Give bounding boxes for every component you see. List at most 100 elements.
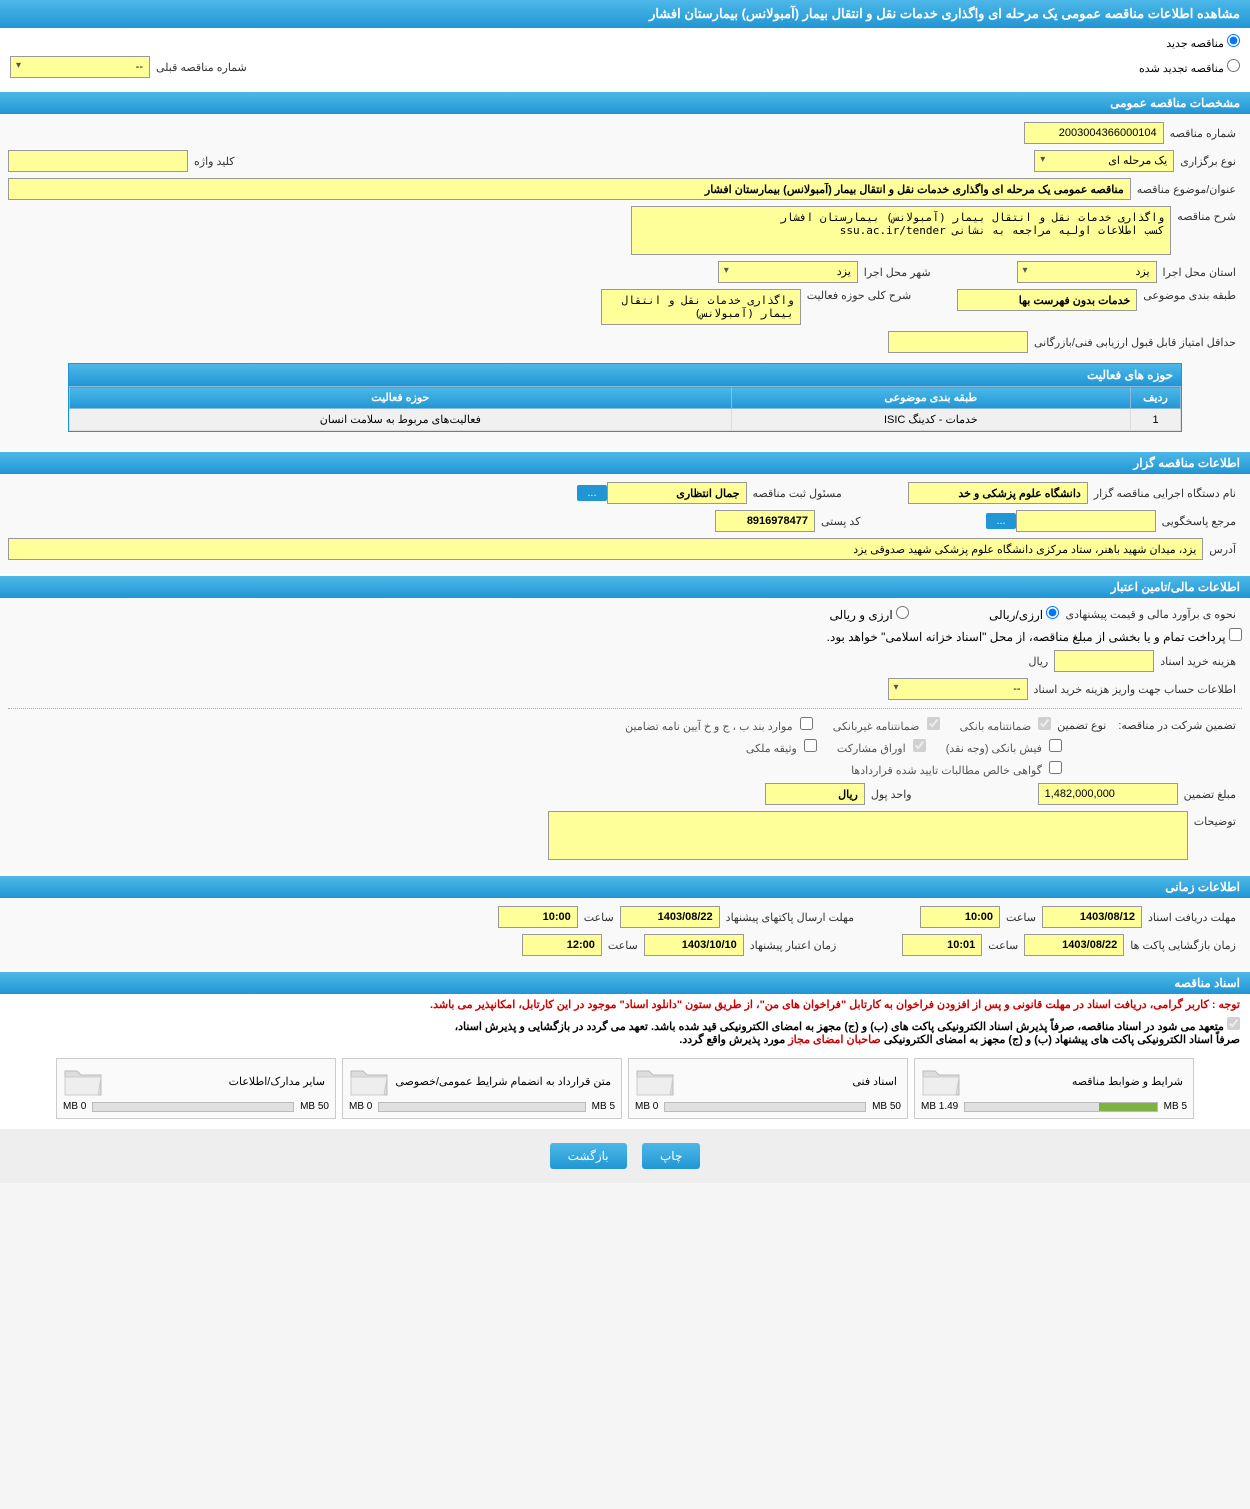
validity-date[interactable] <box>644 934 744 956</box>
file-title: سایر مدارک/اطلاعات <box>103 1075 329 1088</box>
notice-2b: صرفاً اسناد الکترونیکی پاکت های پیشنهاد … <box>881 1034 1240 1046</box>
radio-foreign[interactable]: ارزی و ریالی <box>829 606 909 622</box>
responsible-input[interactable] <box>607 482 747 504</box>
tender-mode-radios: مناقصه جدید مناقصه تجدید شده شماره مناقص… <box>0 28 1250 90</box>
unit-input[interactable] <box>765 783 865 805</box>
activity-table-panel: حوزه های فعالیت ردیف طبقه بندی موضوعی حو… <box>68 363 1182 432</box>
print-button[interactable]: چاپ <box>642 1143 700 1169</box>
file-title: اسناد فنی <box>675 1075 901 1088</box>
notice-2: متعهد می شود در اسناد مناقصه، صرفاً پذیر… <box>0 1015 1250 1048</box>
notice-2a: متعهد می شود در اسناد مناقصه، صرفاً پذیر… <box>455 1021 1224 1033</box>
category-input[interactable] <box>957 289 1137 311</box>
province-select[interactable]: یزد <box>1017 261 1157 283</box>
notes-textarea[interactable] <box>548 811 1188 860</box>
number-input[interactable] <box>1024 122 1164 144</box>
treasury-check[interactable]: پرداخت تمام و یا بخشی از مبلغ مناقصه، از… <box>827 628 1242 644</box>
category-label: طبقه بندی موضوعی <box>1137 289 1242 302</box>
ref-input[interactable] <box>1016 510 1156 532</box>
file-used: 0 MB <box>349 1101 372 1112</box>
doc-deadline-label: مهلت دریافت اسناد <box>1142 911 1242 924</box>
notice-checkbox <box>1227 1017 1240 1030</box>
min-score-label: حداقل امتیاز قابل قبول ارزیابی فنی/بازرگ… <box>1028 336 1242 349</box>
packet-deadline-time[interactable] <box>498 906 578 928</box>
type-label: نوع برگزاری <box>1174 155 1242 168</box>
check-bonds[interactable]: اوراق مشارکت <box>837 739 926 755</box>
city-select[interactable]: یزد <box>718 261 858 283</box>
desc-textarea[interactable] <box>631 206 1171 255</box>
ref-label: مرجع پاسخگویی <box>1156 515 1242 528</box>
treasury-label: پرداخت تمام و یا بخشی از مبلغ مناقصه، از… <box>827 630 1226 644</box>
responsible-label: مسئول ثبت مناقصه <box>747 487 848 500</box>
type-select[interactable]: یک مرحله ای <box>1034 150 1174 172</box>
col-field: حوزه فعالیت <box>70 387 732 409</box>
cell-category: خدمات - کدینگ ISIC <box>731 409 1130 431</box>
amount-input[interactable] <box>1038 783 1178 805</box>
file-total: 50 MB <box>300 1101 329 1112</box>
province-label: استان محل اجرا <box>1157 266 1242 279</box>
section-timing: اطلاعات زمانی <box>0 876 1250 898</box>
doc-deadline-date[interactable] <box>1042 906 1142 928</box>
check-nonbank[interactable]: ضمانتنامه غیربانکی <box>833 717 940 733</box>
open-date[interactable] <box>1024 934 1124 956</box>
progress-bar <box>378 1102 585 1112</box>
notes-label: توضیحات <box>1188 811 1242 828</box>
section-general: مشخصات مناقصه عمومی <box>0 92 1250 114</box>
progress-bar <box>92 1102 294 1112</box>
section-financial: اطلاعات مالی/تامین اعتبار <box>0 576 1250 598</box>
file-card[interactable]: اسناد فنی 50 MB 0 MB <box>628 1058 908 1119</box>
title-input[interactable] <box>8 178 1131 200</box>
activity-desc-textarea[interactable] <box>601 289 801 325</box>
open-time-label: ساعت <box>982 939 1024 952</box>
file-card[interactable]: شرایط و ضوابط مناقصه 5 MB 1.49 MB <box>914 1058 1194 1119</box>
notice-2c: صاحبان امضای مجاز <box>788 1034 880 1046</box>
radio-new[interactable]: مناقصه جدید <box>1166 34 1240 50</box>
postal-input[interactable] <box>715 510 815 532</box>
check-banp[interactable]: موارد بند ب ، ج و خ آیین نامه تضامین <box>625 717 813 733</box>
check-bank-label: ضمانتنامه بانکی <box>960 721 1032 733</box>
org-name-input[interactable] <box>908 482 1088 504</box>
progress-bar <box>664 1102 866 1112</box>
check-property[interactable]: وثیقه ملکی <box>746 739 817 755</box>
check-cash-label: فیش بانکی (وجه نقد) <box>946 743 1042 755</box>
doc-cost-input[interactable] <box>1054 650 1154 672</box>
radio-rial-label: ارزی/ریالی <box>989 608 1043 622</box>
check-cert[interactable]: گواهی خالص مطالبات تایید شده قراردادها <box>851 761 1062 777</box>
back-button[interactable]: بازگشت <box>550 1143 627 1169</box>
unit-label: واحد پول <box>865 788 918 801</box>
packet-deadline-time-label: ساعت <box>578 911 620 924</box>
address-input[interactable] <box>8 538 1203 560</box>
check-cert-label: گواهی خالص مطالبات تایید شده قراردادها <box>851 765 1042 777</box>
radio-renewed-label: مناقصه تجدید شده <box>1139 63 1224 75</box>
radio-rial[interactable]: ارزی/ریالی <box>989 606 1059 622</box>
check-banp-label: موارد بند ب ، ج و خ آیین نامه تضامین <box>625 721 792 733</box>
keyword-input[interactable] <box>8 150 188 172</box>
account-select[interactable]: -- <box>888 678 1028 700</box>
file-title: شرایط و ضوابط مناقصه <box>961 1075 1187 1088</box>
notice-1: توجه : کاربر گرامی، دریافت اسناد در مهلت… <box>0 994 1250 1015</box>
account-label: اطلاعات حساب جهت واریز هزینه خرید اسناد <box>1028 683 1242 696</box>
file-card[interactable]: متن قرارداد به انضمام شرایط عمومی/خصوصی … <box>342 1058 622 1119</box>
check-bank[interactable]: ضمانتنامه بانکی <box>960 717 1052 733</box>
number-label: شماره مناقصه <box>1164 127 1242 140</box>
ref-lookup-button[interactable]: ... <box>986 513 1015 529</box>
packet-deadline-date[interactable] <box>620 906 720 928</box>
validity-time[interactable] <box>522 934 602 956</box>
check-cash[interactable]: فیش بانکی (وجه نقد) <box>946 739 1062 755</box>
open-time[interactable] <box>902 934 982 956</box>
col-row: ردیف <box>1131 387 1181 409</box>
radio-new-label: مناقصه جدید <box>1166 38 1224 50</box>
doc-deadline-time[interactable] <box>920 906 1000 928</box>
prev-number-select[interactable]: -- <box>10 56 150 78</box>
doc-cost-label: هزینه خرید اسناد <box>1154 655 1242 668</box>
activity-table: ردیف طبقه بندی موضوعی حوزه فعالیت 1 خدما… <box>69 386 1181 431</box>
radio-renewed[interactable]: مناقصه تجدید شده <box>1139 59 1240 75</box>
file-card[interactable]: سایر مدارک/اطلاعات 50 MB 0 MB <box>56 1058 336 1119</box>
responsible-lookup-button[interactable]: ... <box>577 485 606 501</box>
section-documents: اسناد مناقصه <box>0 972 1250 994</box>
section-organizer: اطلاعات مناقصه گزار <box>0 452 1250 474</box>
col-category: طبقه بندی موضوعی <box>731 387 1130 409</box>
min-score-input[interactable] <box>888 331 1028 353</box>
title-label: عنوان/موضوع مناقصه <box>1131 183 1242 196</box>
file-title: متن قرارداد به انضمام شرایط عمومی/خصوصی <box>389 1075 615 1088</box>
page-title: مشاهده اطلاعات مناقصه عمومی یک مرحله ای … <box>0 0 1250 28</box>
